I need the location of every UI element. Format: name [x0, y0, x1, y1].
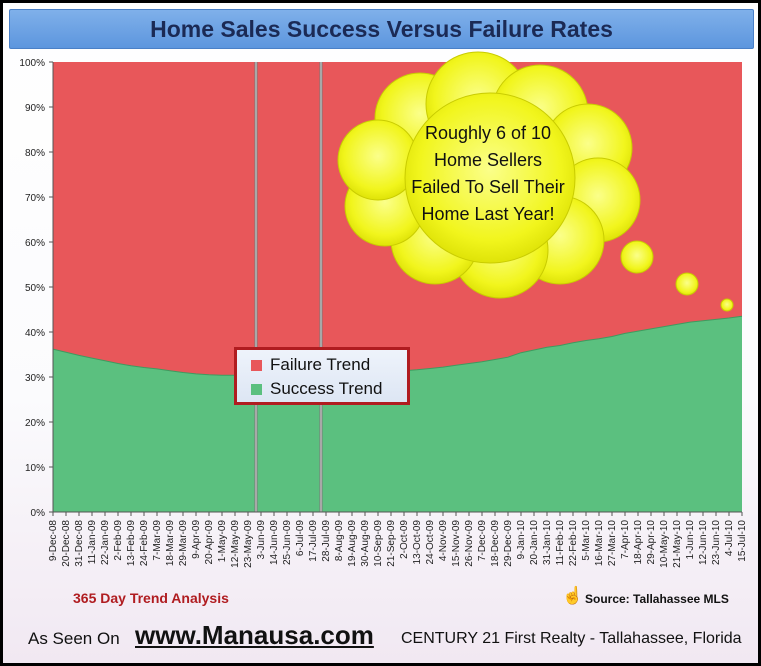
legend-label-success: Success Trend	[270, 379, 383, 398]
x-tick-label: 22-Feb-10	[568, 520, 579, 567]
cloud-bubble	[675, 272, 699, 296]
x-tick-label: 18-Apr-10	[633, 520, 644, 565]
x-tick-label: 6-Jul-09	[295, 520, 306, 557]
x-tick-label: 3-Jun-09	[256, 520, 267, 560]
x-tick-label: 23-Jun-10	[711, 520, 722, 565]
x-tick-label: 27-Mar-10	[607, 520, 618, 567]
cloud-bubble	[620, 240, 654, 274]
x-tick-label: 18-Dec-09	[490, 520, 501, 567]
x-tick-label: 10-Sep-09	[373, 520, 384, 567]
annotation-line: Failed To Sell Their	[411, 177, 565, 197]
x-tick-label: 2-Feb-09	[113, 520, 124, 561]
x-tick-label: 12-May-09	[230, 520, 241, 568]
x-tick-label: 28-Jul-09	[321, 520, 332, 562]
x-tick-label: 9-Jan-10	[516, 520, 527, 560]
cloud-puff	[404, 92, 576, 264]
x-tick-label: 9-Apr-09	[191, 520, 202, 559]
legend: Failure Trend Success Trend	[234, 347, 410, 405]
x-tick-label: 15-Nov-09	[451, 520, 462, 567]
x-tick-label: 30-Aug-09	[360, 520, 371, 567]
x-tick-label: 12-Jun-10	[698, 520, 709, 565]
cloud-annotation: Roughly 6 of 10 Home Sellers Failed To S…	[378, 120, 598, 228]
x-tick-label: 11-Feb-10	[555, 520, 566, 566]
x-tick-label: 4-Nov-09	[438, 520, 449, 562]
x-tick-label: 21-Sep-09	[386, 520, 397, 567]
x-tick-label: 10-May-10	[659, 520, 670, 568]
x-tick-label: 7-Apr-10	[620, 520, 631, 559]
x-tick-label: 7-Dec-09	[477, 520, 488, 562]
x-tick-label: 26-Nov-09	[464, 520, 475, 567]
legend-label-failure: Failure Trend	[270, 355, 371, 374]
cloud-bubble	[720, 298, 734, 312]
source-label: Source: Tallahassee MLS	[585, 592, 729, 606]
annotation-line: Home Last Year!	[421, 204, 555, 224]
hand-icon: ☝	[562, 586, 584, 605]
y-tick-label: 80%	[25, 148, 45, 159]
x-tick-label: 8-Aug-09	[334, 520, 345, 562]
x-tick-label: 16-Mar-10	[594, 520, 605, 567]
x-tick-label: 13-Oct-09	[412, 520, 423, 565]
x-tick-label: 20-Apr-09	[204, 520, 215, 565]
x-tick-label: 15-Jul-10	[737, 520, 748, 562]
x-tick-label: 4-Jul-10	[724, 520, 735, 557]
success-trend-area	[53, 316, 742, 512]
y-tick-label: 100%	[19, 58, 45, 69]
x-tick-label: 19-Aug-09	[347, 520, 358, 567]
x-tick-label: 1-May-09	[217, 520, 228, 563]
seen-on-label: As Seen On	[28, 629, 120, 648]
firm-label: CENTURY 21 First Realty - Tallahassee, F…	[401, 630, 742, 647]
y-tick-label: 60%	[25, 238, 45, 249]
x-tick-label: 1-Jun-10	[685, 520, 696, 560]
y-tick-label: 70%	[25, 193, 45, 204]
x-tick-label: 20-Jan-10	[529, 520, 540, 565]
y-tick-label: 20%	[25, 418, 45, 429]
legend-item-success: Success Trend	[251, 378, 382, 400]
x-tick-label: 11-Jan-09	[87, 520, 98, 565]
x-tick-label: 31-Jan-10	[542, 520, 553, 565]
x-tick-label: 20-Dec-08	[61, 520, 72, 567]
x-tick-label: 22-Jan-09	[100, 520, 111, 565]
y-tick-label: 30%	[25, 373, 45, 384]
x-tick-label: 21-May-10	[672, 520, 683, 568]
x-tick-label: 24-Oct-09	[425, 520, 436, 565]
x-tick-label: 23-May-09	[243, 520, 254, 568]
x-tick-label: 31-Dec-08	[74, 520, 85, 567]
legend-swatch-failure	[251, 359, 262, 371]
x-tick-label: 7-Mar-09	[152, 520, 163, 561]
x-tick-label: 29-Apr-10	[646, 520, 657, 565]
y-tick-label: 40%	[25, 328, 45, 339]
x-tick-label: 9-Dec-08	[48, 520, 59, 562]
trend-label: 365 Day Trend Analysis	[73, 590, 229, 606]
x-tick-label: 29-Dec-09	[503, 520, 514, 567]
thought-cloud	[337, 51, 734, 312]
website-link[interactable]: www.Manausa.com	[135, 620, 374, 650]
x-tick-label: 24-Feb-09	[139, 520, 150, 567]
x-tick-label: 17-Jul-09	[308, 520, 319, 562]
chart-title: Home Sales Success Versus Failure Rates	[150, 16, 613, 42]
legend-item-failure: Failure Trend	[251, 354, 370, 376]
footer: As Seen On www.Manausa.com CENTURY 21 Fi…	[28, 620, 748, 654]
y-tick-label: 10%	[25, 463, 45, 474]
title-bar: Home Sales Success Versus Failure Rates	[9, 9, 754, 49]
y-tick-label: 50%	[25, 283, 45, 294]
x-tick-label: 14-Jun-09	[269, 520, 280, 565]
legend-swatch-success	[251, 383, 262, 395]
y-tick-label: 0%	[31, 508, 46, 519]
annotation-line: Home Sellers	[433, 150, 543, 170]
annotation-line: Roughly 6 of 10	[424, 123, 552, 143]
x-tick-label: 5-Mar-10	[581, 520, 592, 561]
x-tick-label: 13-Feb-09	[126, 520, 137, 567]
x-tick-label: 2-Oct-09	[399, 520, 410, 559]
x-tick-label: 29-Mar-09	[178, 520, 189, 567]
x-tick-label: 18-Mar-09	[165, 520, 176, 567]
x-tick-label: 25-Jun-09	[282, 520, 293, 565]
y-tick-label: 90%	[25, 103, 45, 114]
